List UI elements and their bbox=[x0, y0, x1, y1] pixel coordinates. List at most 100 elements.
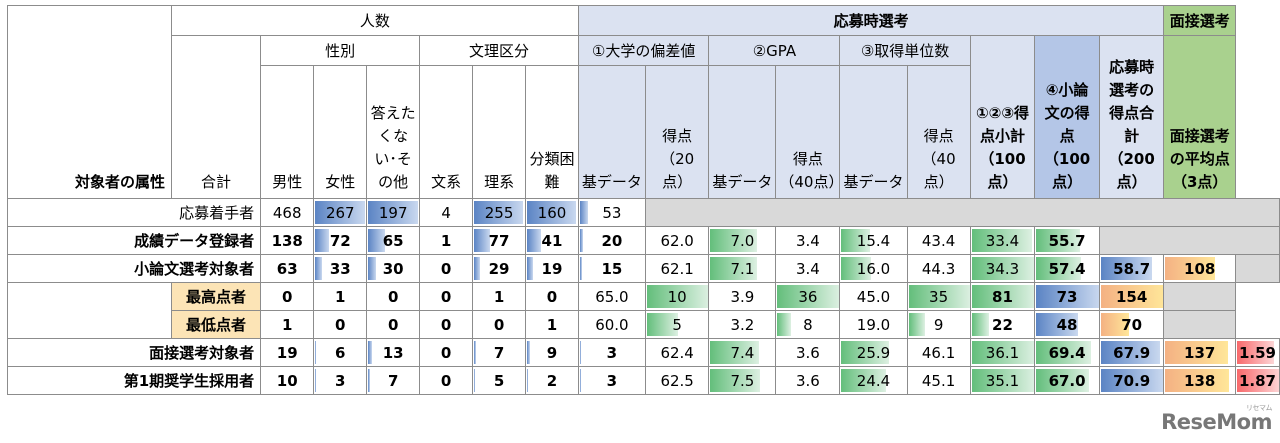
cell-value: 62.4 bbox=[660, 343, 694, 362]
cell-t_base: 44.3 bbox=[906, 254, 971, 283]
empty-cell bbox=[1163, 310, 1236, 339]
cell-value: 267 bbox=[325, 203, 355, 222]
cell-value: 55.7 bbox=[1048, 231, 1086, 250]
cell-value: 15.4 bbox=[856, 231, 891, 250]
cell-g_base: 3.6 bbox=[775, 366, 841, 395]
cell-value: 67.9 bbox=[1113, 343, 1151, 362]
data-bar-g_score bbox=[777, 285, 839, 308]
data-bar-sub bbox=[1036, 257, 1082, 280]
data-bar-tot200 bbox=[1165, 369, 1229, 392]
logo-text: ReseMom bbox=[1161, 410, 1272, 434]
cell-g_base: 3.9 bbox=[708, 282, 777, 311]
cell-value: 48 bbox=[1056, 315, 1078, 334]
col-header-male: 男性 bbox=[260, 65, 315, 199]
col-header-female: 女性 bbox=[313, 65, 368, 199]
cell-essay: 70.9 bbox=[1098, 366, 1165, 395]
data-bar-h_score bbox=[646, 313, 679, 336]
data-bar-hard bbox=[579, 341, 581, 364]
data-bar-g_score bbox=[841, 341, 890, 364]
cell-h_base: 62.1 bbox=[644, 254, 710, 283]
cell-value: 62.1 bbox=[660, 259, 694, 278]
cell-value: 70 bbox=[1121, 315, 1143, 334]
cell-ri: 0 bbox=[525, 282, 579, 311]
cell-h_base: 65.0 bbox=[577, 282, 646, 311]
cell-male: 6 bbox=[313, 338, 368, 367]
cell-value: 3.6 bbox=[796, 343, 820, 362]
row-label: 小論文選考対象者 bbox=[6, 254, 262, 283]
data-bar-essay bbox=[1100, 369, 1163, 392]
col-header-hensachi-base: 基データ bbox=[577, 65, 646, 199]
resemom-logo: リセマム ReseMom bbox=[1161, 404, 1272, 434]
row-label: 面接選考対象者 bbox=[6, 338, 262, 367]
cell-value: 19.0 bbox=[856, 315, 891, 334]
cell-essay: 73 bbox=[1034, 282, 1100, 311]
cell-value: 3.6 bbox=[796, 371, 820, 390]
cell-total: 19 bbox=[260, 338, 315, 367]
cell-hard: 3 bbox=[577, 366, 646, 395]
cell-g_score: 8 bbox=[775, 310, 841, 339]
col-header-other: 答えたくない･その他 bbox=[366, 65, 421, 199]
cell-essay: 67.9 bbox=[1098, 338, 1165, 367]
cell-value: 138 bbox=[271, 231, 303, 250]
data-bar-bun bbox=[474, 201, 524, 224]
cell-h_score: 7.4 bbox=[708, 338, 777, 367]
data-bar-tot200 bbox=[1100, 285, 1163, 308]
cell-h_base: 62.4 bbox=[644, 338, 710, 367]
cell-value: 9 bbox=[933, 315, 944, 334]
cell-value: 468 bbox=[272, 203, 302, 222]
cell-tot200: 154 bbox=[1098, 282, 1165, 311]
cell-t_base: 19.0 bbox=[839, 310, 908, 339]
cell-value: 43.4 bbox=[921, 231, 956, 250]
col-header-gpa-base: 基データ bbox=[708, 65, 777, 199]
cell-total: 63 bbox=[260, 254, 315, 283]
cell-value: 33.4 bbox=[985, 231, 1020, 250]
cell-bun: 5 bbox=[472, 366, 527, 395]
cell-value: 41 bbox=[541, 231, 563, 250]
cell-sub: 69.4 bbox=[1034, 338, 1100, 367]
cell-t_score: 34.3 bbox=[969, 254, 1036, 283]
cell-value: 0 bbox=[440, 287, 452, 306]
cell-value: 35 bbox=[929, 287, 949, 306]
cell-value: 7.0 bbox=[730, 231, 755, 250]
col-header-ri: 理系 bbox=[472, 65, 527, 199]
table-row: 面接選考対象者 19 6 13 0 7 9 3 62.4 7.4 3.6 25.9 46.1 36.1 69… bbox=[6, 338, 1280, 367]
cell-value: 0 bbox=[440, 315, 452, 334]
data-bar-bun bbox=[474, 229, 490, 252]
logo-ruby: リセマム bbox=[1246, 404, 1273, 412]
data-bar-h_score bbox=[710, 341, 760, 364]
data-bar-t_score bbox=[908, 313, 925, 336]
data-bar-ri bbox=[527, 369, 528, 392]
cell-male: 267 bbox=[313, 198, 368, 227]
cell-value: 3.4 bbox=[796, 259, 820, 278]
cell-t_base: 45.1 bbox=[906, 366, 971, 395]
cell-value: 1 bbox=[493, 287, 505, 306]
data-bar-tot200 bbox=[1165, 257, 1215, 280]
data-bar-female bbox=[368, 369, 371, 392]
cell-value: 60.0 bbox=[595, 315, 629, 334]
data-bar-male bbox=[315, 229, 329, 252]
row-label-min: 最低点者 bbox=[170, 310, 262, 339]
cell-value: 0 bbox=[387, 315, 399, 334]
cell-h_score: 5 bbox=[644, 310, 710, 339]
cell-value: 33 bbox=[329, 259, 351, 278]
cell-value: 7.1 bbox=[730, 259, 755, 278]
empty-cell bbox=[1234, 254, 1280, 283]
cell-total: 138 bbox=[260, 226, 315, 255]
cell-t_score: 36.1 bbox=[969, 338, 1036, 367]
col-header-hensachi-score: 得点（20点） bbox=[644, 65, 710, 199]
data-bar-male bbox=[315, 369, 316, 392]
cell-value: 63 bbox=[276, 259, 298, 278]
table-row: 最低点者 1 0 0 0 0 1 60.0 5 3.2 8 19.0 9 22 48 70 bbox=[8, 310, 1280, 339]
data-bar-male bbox=[315, 341, 317, 364]
data-bar-hard bbox=[579, 229, 583, 252]
cell-male: 3 bbox=[313, 366, 368, 395]
cell-other: 4 bbox=[419, 198, 474, 227]
cell-other: 0 bbox=[419, 338, 474, 367]
cell-value: 197 bbox=[378, 203, 408, 222]
cell-h_base: 62.0 bbox=[644, 226, 710, 255]
cell-value: 3 bbox=[335, 371, 346, 390]
cell-interview: 1.87 bbox=[1234, 366, 1280, 395]
col-header-total200: 応募時選考の得点合計（200点） bbox=[1098, 35, 1165, 199]
data-bar-t_score bbox=[971, 341, 1034, 364]
data-bar-sub bbox=[1036, 369, 1090, 392]
